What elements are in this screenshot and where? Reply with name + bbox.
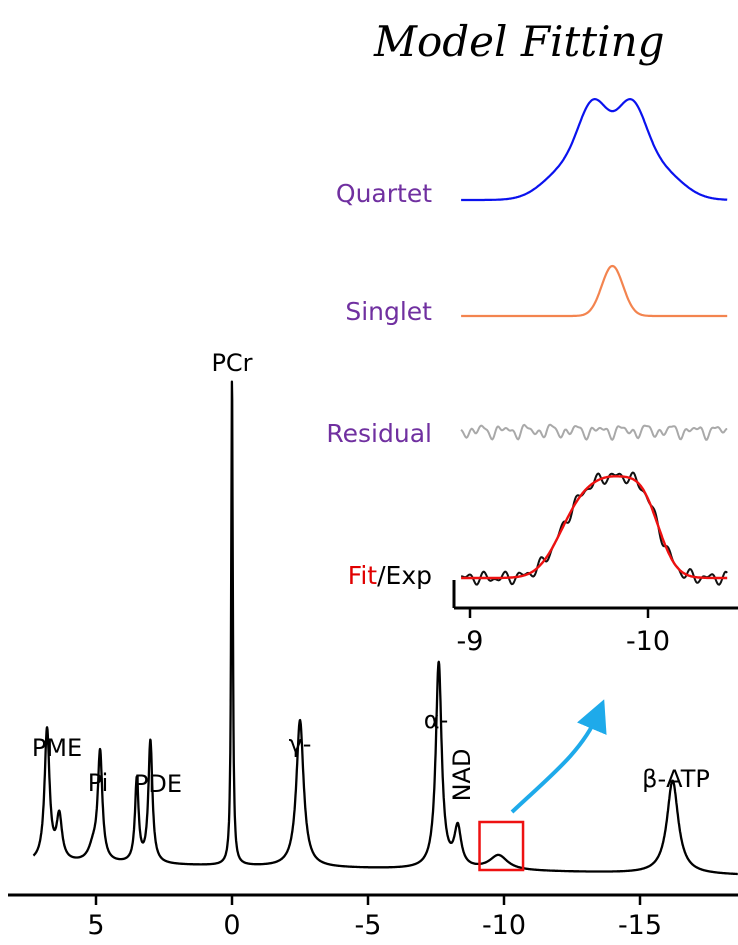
fit-series-line: [461, 475, 728, 580]
peak-label-nad: NAD: [448, 749, 476, 802]
peak-label-pme: PME: [32, 734, 82, 762]
main-tick-label: -15: [618, 910, 662, 941]
main-tick-label: 5: [87, 910, 104, 941]
label-slash: /: [377, 561, 386, 590]
label-singlet: Singlet: [345, 297, 432, 326]
label-fit-exp: Fit/Exp: [348, 561, 432, 590]
inset-tick-label: -10: [626, 626, 670, 657]
label-exp: Exp: [386, 561, 432, 590]
peak-label-pi: Pi: [88, 769, 109, 797]
inset-tick-label: -9: [457, 626, 484, 657]
peak-label-alpha: α-: [424, 706, 448, 734]
chart-title: Model Fitting: [373, 17, 665, 66]
singlet-series-line: [461, 264, 728, 318]
peak-label-pde: PDE: [134, 770, 182, 798]
main-tick-label: 0: [223, 910, 240, 941]
exp-series-line: [461, 471, 728, 586]
zoom-arrow: [510, 699, 607, 814]
main-ticks: [94, 895, 642, 905]
label-fit: Fit: [348, 561, 378, 590]
label-residual: Residual: [326, 419, 432, 448]
peak-label-beta-atp: β-ATP: [642, 765, 710, 793]
peak-label-pcr: PCr: [211, 349, 252, 377]
quartet-series-line: [461, 97, 728, 202]
main-tick-label: -10: [482, 910, 526, 941]
spectrum-series-line: [32, 380, 738, 876]
residual-series-line: [460, 423, 728, 441]
nad-highlight-box: [478, 820, 525, 872]
label-quartet: Quartet: [336, 179, 432, 208]
peak-label-gamma: γ-: [289, 730, 312, 758]
main-tick-label: -5: [355, 910, 382, 941]
